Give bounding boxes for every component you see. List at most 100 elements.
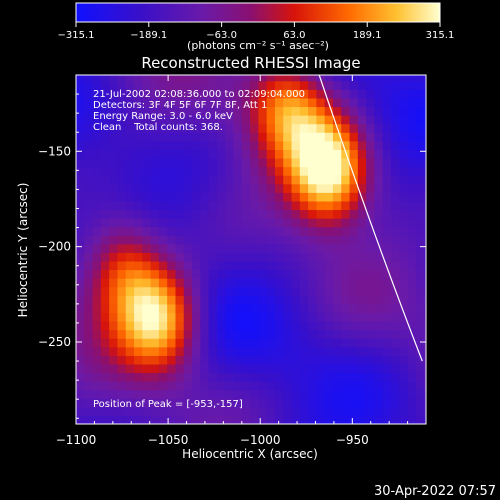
heatmap-cell [258,89,268,99]
heatmap-cell [216,355,226,365]
heatmap-cell [109,346,119,356]
heatmap-cell [167,218,177,228]
heatmap-cell [291,192,301,202]
heatmap-cell [341,406,351,417]
heatmap-cell [100,80,110,90]
y-tick-label: −250 [38,335,71,349]
heatmap-cell [76,381,85,391]
heatmap-cell [200,286,210,296]
heatmap-cell [424,175,426,185]
heatmap-cell [158,80,168,90]
heatmap-cell [117,269,127,279]
heatmap-cell [258,226,268,236]
heatmap-cell [399,260,409,271]
heatmap-cell [125,132,135,142]
heatmap-cell [192,123,201,133]
heatmap-cell [382,303,392,314]
heatmap-cell [150,252,160,262]
heatmap-cell [208,106,218,116]
heatmap-cell [374,218,384,228]
heatmap-cell [357,89,367,99]
heatmap-cell [125,355,135,365]
heatmap-cell [216,75,226,82]
heatmap-cell [341,381,351,391]
heatmap-cell [167,363,177,374]
heatmap-cell [92,252,102,262]
heatmap-cell [299,303,309,314]
heatmap-cell [407,295,417,305]
heatmap-cell [357,295,367,305]
heatmap-cell [84,286,94,296]
heatmap-cell [158,175,168,185]
heatmap-cell [366,149,376,159]
heatmap-cell [158,381,168,391]
heatmap-cell [200,278,210,288]
heatmap-cell [241,123,251,133]
heatmap-cell [266,278,276,288]
heatmap-cell [183,226,193,236]
heatmap-cell [183,406,193,417]
heatmap-cell [324,209,334,219]
heatmap-cell [117,303,127,314]
heatmap-cell [183,303,193,314]
heatmap-cell [407,235,417,245]
heatmap-cell [415,338,425,348]
heatmap-cell [158,106,168,116]
heatmap-cell [92,200,102,211]
heatmap-cell [415,346,425,356]
heatmap-cell [117,415,127,424]
heatmap-cell [150,389,160,399]
heatmap-cell [374,321,384,331]
heatmap-cell [291,183,301,193]
heatmap-cell [192,381,201,391]
heatmap-cell [332,389,342,399]
heatmap-cell [125,226,135,236]
heatmap-cell [117,132,127,142]
heatmap-cell [183,415,193,424]
heatmap-cell [92,209,102,219]
heatmap-cell [308,80,317,90]
heatmap-cell [316,80,326,90]
heatmap-cell [341,312,351,322]
heatmap-cell [150,149,160,159]
heatmap-cell [274,389,284,399]
heatmap-cell [266,406,276,417]
heatmap-cell [349,260,359,271]
heatmap-cell [167,338,177,348]
heatmap-cell [183,398,193,408]
heatmap-cell [142,329,152,339]
heatmap-cell [291,303,301,314]
heatmap-cell [391,209,400,219]
heatmap-cell [266,115,276,125]
heatmap-cell [349,80,359,90]
heatmap-cell [158,89,168,99]
heatmap-cell [399,363,409,374]
heatmap-cell [415,372,425,382]
heatmap-cell [299,218,309,228]
heatmap-cell [233,115,243,125]
heatmap-cell [407,355,417,365]
heatmap-cell [424,312,426,322]
heatmap-cell [233,149,243,159]
heatmap-cell [316,166,326,176]
heatmap-cell [291,149,301,159]
heatmap-cell [341,106,351,116]
heatmap-cell [216,218,226,228]
heatmap-cell [76,321,85,331]
heatmap-cell [183,286,193,296]
heatmap-cell [382,123,392,133]
heatmap-cell [332,415,342,424]
heatmap-cell [216,149,226,159]
heatmap-cell [291,226,301,236]
heatmap-cell [382,329,392,339]
heatmap-cell [208,75,218,82]
heatmap-cell [382,415,392,424]
heatmap-cell [399,183,409,193]
heatmap-cell [183,106,193,116]
heatmap-cell [399,312,409,322]
heatmap-cell [175,346,185,356]
heatmap-cell [92,398,102,408]
heatmap-cell [291,372,301,382]
y-axis: −150−200−250 [38,74,426,419]
heatmap-cell [142,89,152,99]
